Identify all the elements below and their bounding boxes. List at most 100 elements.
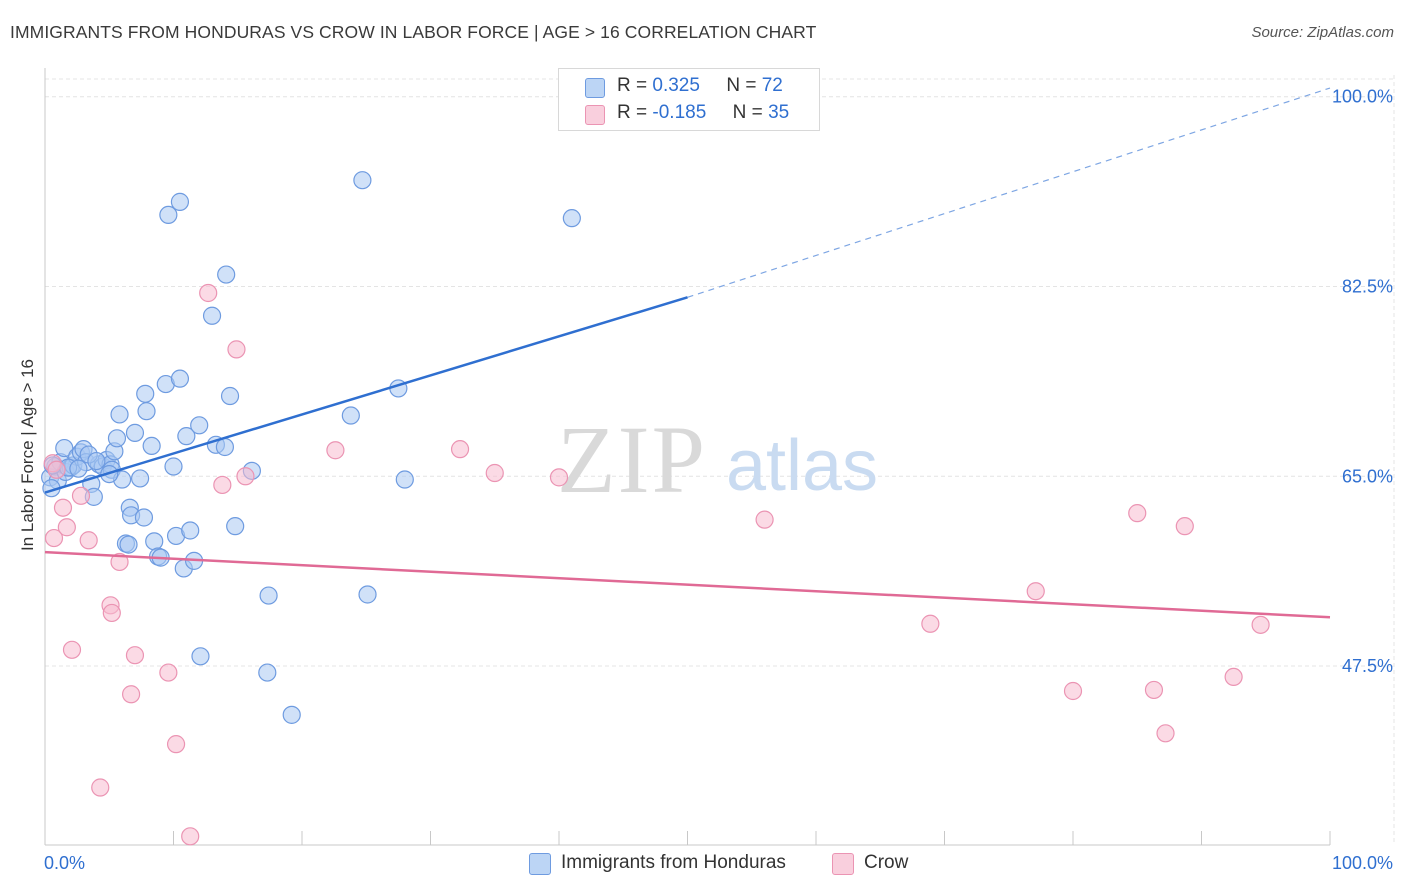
data-point xyxy=(110,552,129,572)
data-point xyxy=(102,603,121,623)
data-point xyxy=(199,283,218,303)
bottom-legend-label-honduras: Immigrants from Honduras xyxy=(561,852,786,873)
data-point xyxy=(326,441,345,460)
data-point xyxy=(47,460,66,479)
bottom-legend-swatch-pink xyxy=(832,853,854,875)
data-point xyxy=(1128,504,1147,523)
legend-r-label: R = xyxy=(617,102,648,123)
data-point xyxy=(358,585,377,604)
data-point xyxy=(1026,582,1045,601)
data-point xyxy=(1063,681,1083,701)
data-point xyxy=(562,209,581,228)
legend-r-value: 0.325 xyxy=(652,75,700,96)
data-point xyxy=(62,640,82,659)
data-point xyxy=(1144,680,1164,700)
data-point xyxy=(134,508,154,527)
data-point xyxy=(485,463,504,483)
legend-n-label: N = xyxy=(732,102,763,123)
data-point xyxy=(87,451,106,471)
data-point xyxy=(121,685,141,704)
data-point xyxy=(202,306,222,325)
axes xyxy=(44,68,1331,846)
chart-title: IMMIGRANTS FROM HONDURAS VS CROW IN LABO… xyxy=(10,22,817,42)
data-point xyxy=(177,427,196,446)
data-point xyxy=(755,510,774,529)
data-point xyxy=(91,778,110,797)
data-point xyxy=(110,405,129,424)
y-tick-label: 65.0% xyxy=(1342,466,1393,486)
data-point xyxy=(353,171,372,190)
trend-line-honduras xyxy=(44,296,688,494)
legend-text-crow: R = -0.185 N = 35 xyxy=(617,102,789,124)
data-point xyxy=(136,384,155,403)
trend-lines xyxy=(44,87,1331,619)
data-point xyxy=(191,647,210,666)
x-tick-labels: 0.0% 100.0% xyxy=(44,853,1393,873)
legend-n-value: 72 xyxy=(761,75,783,96)
series-crow-points xyxy=(43,283,1270,846)
data-point xyxy=(282,705,301,724)
data-point xyxy=(259,586,278,605)
watermark-atlas: atlas xyxy=(726,426,878,506)
grid-lines xyxy=(45,75,1395,845)
data-point xyxy=(258,663,277,682)
legend-swatch-blue xyxy=(585,78,605,98)
y-tick-label: 100.0% xyxy=(1332,87,1393,107)
bottom-legend-swatch-blue xyxy=(529,853,551,875)
legend-r-label: R = xyxy=(617,75,648,96)
data-point xyxy=(190,416,209,435)
data-point xyxy=(130,469,150,488)
data-point xyxy=(164,457,183,476)
trend-line-honduras-extension xyxy=(687,87,1331,298)
watermark-zip: ZIP xyxy=(557,406,707,513)
data-point xyxy=(145,532,164,551)
data-point xyxy=(125,646,145,665)
data-point xyxy=(119,535,138,554)
data-point xyxy=(79,531,98,550)
legend-n-value: 35 xyxy=(768,102,790,123)
data-point xyxy=(170,192,190,211)
data-point xyxy=(125,423,145,442)
legend-swatch-pink xyxy=(585,105,605,125)
data-point xyxy=(1156,724,1175,743)
y-axis-title: In Labor Force | Age > 16 xyxy=(18,358,37,552)
data-point xyxy=(921,614,940,633)
data-point xyxy=(217,265,236,284)
data-point xyxy=(166,735,186,754)
data-point xyxy=(44,528,64,548)
correlation-legend: R = 0.325 N = 72 R = -0.185 N = 35 xyxy=(558,68,820,131)
legend-r-value: -0.185 xyxy=(652,102,707,123)
data-point xyxy=(159,205,178,225)
y-tick-label: 47.5% xyxy=(1342,656,1393,676)
y-tick-labels: 47.5% 65.0% 82.5% 100.0% xyxy=(1332,87,1393,676)
watermark: ZIP atlas xyxy=(557,406,878,513)
data-point xyxy=(170,369,190,388)
data-point xyxy=(55,438,74,458)
data-point xyxy=(549,468,569,487)
data-point xyxy=(159,663,178,682)
x-tick-label-max: 100.0% xyxy=(1332,853,1393,873)
data-point xyxy=(181,827,200,846)
data-point xyxy=(236,467,255,486)
x-tick-label-min: 0.0% xyxy=(44,853,85,873)
trend-line-crow xyxy=(44,550,1331,619)
data-point xyxy=(215,437,234,457)
bottom-legend-label-crow: Crow xyxy=(864,852,909,873)
data-point xyxy=(137,402,156,421)
data-point xyxy=(57,518,76,537)
data-point xyxy=(395,470,414,489)
data-point xyxy=(1224,667,1243,687)
data-point xyxy=(220,386,240,406)
data-point xyxy=(1251,615,1270,634)
legend-n-label: N = xyxy=(726,75,757,96)
legend-text-honduras: R = 0.325 N = 72 xyxy=(617,75,783,97)
series-honduras-points xyxy=(41,77,592,724)
data-point xyxy=(213,475,232,495)
data-point xyxy=(450,440,470,459)
data-point xyxy=(1175,517,1194,536)
data-point xyxy=(227,340,246,359)
source-label: Source: ZipAtlas.com xyxy=(1251,24,1394,41)
data-point xyxy=(69,459,88,478)
data-point xyxy=(53,498,73,517)
